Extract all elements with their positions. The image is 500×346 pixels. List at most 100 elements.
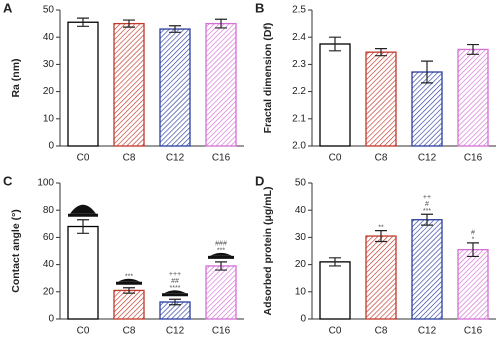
x-tick-label: C0	[329, 326, 342, 337]
significance-mark: ###	[215, 241, 227, 248]
bar	[365, 235, 397, 320]
error-bar	[215, 18, 227, 29]
error-bar	[77, 219, 89, 234]
x-tick-label: C0	[329, 153, 342, 164]
significance-mark: **	[378, 224, 384, 231]
x-tick-label: C8	[375, 153, 388, 164]
y-tick-label: 2.0	[292, 141, 306, 152]
y-tick-label: 40	[295, 205, 307, 216]
y-tick-label: 30	[295, 232, 307, 243]
y-tick-label: 20	[43, 86, 55, 97]
bar	[205, 22, 237, 147]
y-axis-label: Contact angle (°)	[10, 209, 22, 293]
bar	[113, 289, 145, 320]
bar	[457, 48, 489, 147]
y-tick-label: 0	[300, 314, 306, 325]
y-axis-label: Fractal dimension (Df)	[262, 23, 274, 134]
error-bar	[375, 230, 387, 243]
y-tick-label: 50	[43, 5, 55, 16]
droplet-image	[70, 204, 96, 214]
y-tick-label: 50	[295, 178, 307, 189]
bar	[159, 28, 191, 147]
significance-mark: #	[425, 201, 429, 208]
bar	[365, 51, 397, 147]
bar	[205, 265, 237, 320]
error-bar	[169, 25, 181, 33]
droplet-image	[164, 290, 186, 294]
error-bar	[467, 43, 479, 55]
x-tick-label: C16	[464, 326, 483, 337]
x-tick-label: C12	[166, 326, 185, 337]
panel-label: A	[3, 0, 13, 15]
significance-mark: ++	[423, 194, 431, 201]
significance-mark: ##	[171, 278, 179, 285]
significance-mark: ***	[125, 274, 133, 281]
bar	[457, 248, 489, 320]
y-tick-label: 20	[43, 286, 55, 297]
y-tick-label: 10	[43, 113, 55, 124]
x-tick-label: C8	[375, 326, 388, 337]
panel-label: D	[255, 173, 264, 188]
error-bar	[215, 261, 227, 271]
error-bar	[329, 257, 341, 267]
bar	[319, 43, 351, 147]
y-tick-label: 2.4	[292, 32, 306, 43]
x-tick-label: C0	[77, 153, 90, 164]
significance-mark: +++	[169, 271, 181, 278]
x-tick-label: C12	[166, 153, 185, 164]
droplet-image	[210, 252, 232, 256]
y-tick-label: 20	[295, 259, 307, 270]
error-bar	[421, 60, 433, 84]
x-tick-label: C16	[464, 153, 483, 164]
x-tick-label: C12	[418, 153, 437, 164]
x-tick-label: C8	[123, 153, 136, 164]
droplet-image	[208, 255, 234, 259]
error-bar	[467, 242, 479, 258]
bar	[113, 22, 145, 147]
y-tick-label: 0	[48, 141, 54, 152]
bar	[411, 219, 443, 320]
y-tick-label: 10	[295, 286, 307, 297]
error-bar	[329, 36, 341, 52]
x-tick-label: C16	[212, 153, 231, 164]
bar	[67, 21, 99, 147]
y-tick-label: 80	[43, 205, 55, 216]
error-bar	[375, 48, 387, 57]
y-tick-label: 30	[43, 59, 55, 70]
x-tick-label: C16	[212, 326, 231, 337]
y-tick-label: 40	[43, 32, 55, 43]
y-tick-label: 100	[37, 178, 54, 189]
significance-mark: *	[472, 237, 475, 244]
significance-mark: ***	[217, 248, 225, 255]
x-tick-label: C0	[77, 326, 90, 337]
y-tick-label: 0	[48, 314, 54, 325]
error-bar	[421, 213, 433, 226]
error-bar	[169, 298, 181, 306]
y-tick-label: 2.5	[292, 5, 306, 16]
y-axis-label: Adsorbed protein (μg/mL)	[262, 187, 274, 316]
significance-mark: ***	[423, 208, 431, 215]
droplet-image	[118, 278, 140, 282]
droplet-image	[162, 293, 188, 297]
error-bar	[123, 19, 135, 28]
y-tick-label: 40	[43, 259, 55, 270]
y-tick-label: 60	[43, 232, 55, 243]
y-tick-label: 2.3	[292, 59, 306, 70]
y-axis-label: Ra (nm)	[10, 58, 22, 97]
droplet-image	[116, 281, 142, 285]
significance-mark: #	[471, 230, 475, 237]
y-tick-label: 2.2	[292, 86, 306, 97]
bar	[319, 261, 351, 320]
significance-mark: ****	[170, 285, 181, 292]
panel-label: C	[3, 173, 13, 188]
y-tick-label: 2.1	[292, 113, 306, 124]
droplet-image	[68, 213, 98, 217]
x-tick-label: C8	[123, 326, 136, 337]
error-bar	[77, 17, 89, 27]
error-bar	[123, 287, 135, 294]
bar	[67, 225, 99, 320]
panel-label: B	[255, 0, 264, 15]
x-tick-label: C12	[418, 326, 437, 337]
